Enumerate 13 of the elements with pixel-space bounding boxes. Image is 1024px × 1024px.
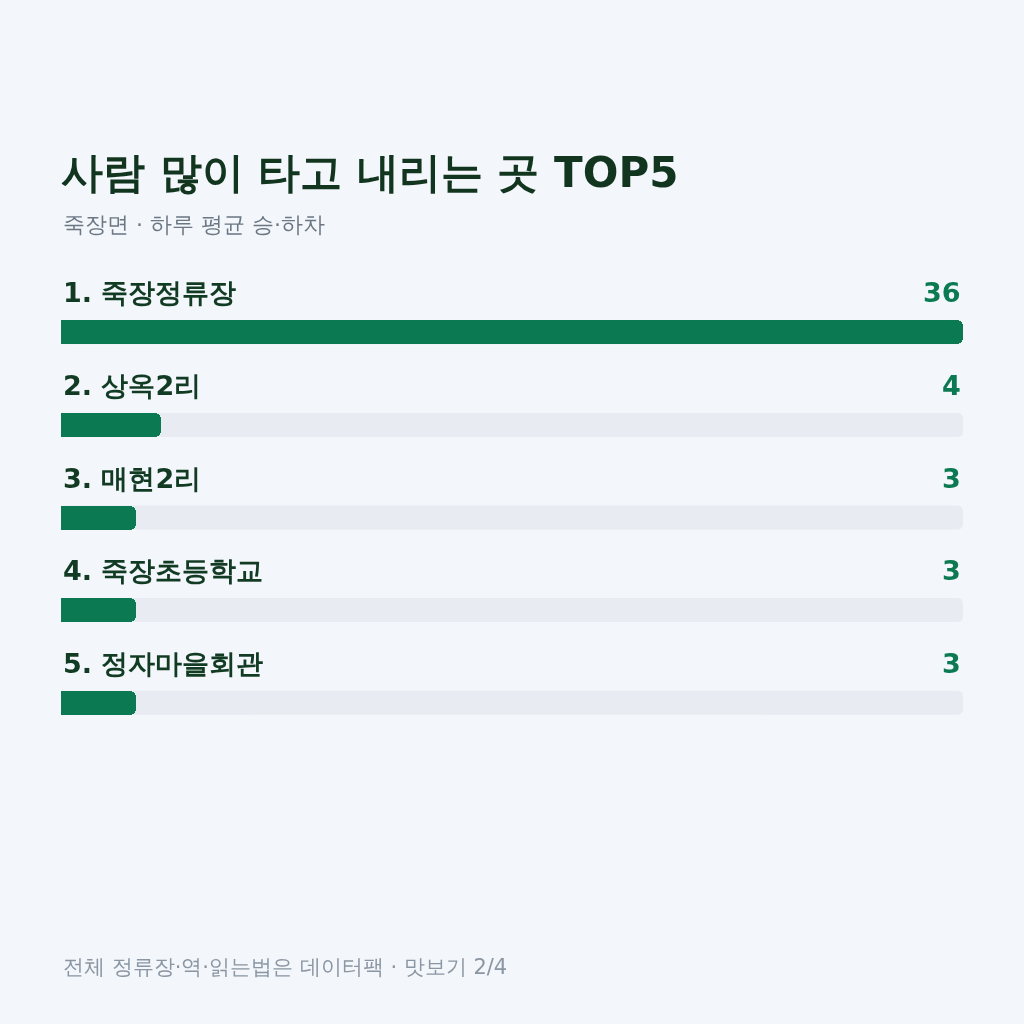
y-tick-label: 4. 죽장초등학교: [63, 555, 264, 586]
y-tick-label: 3. 매현2리: [63, 463, 202, 494]
chart-title: 사람 많이 타고 내리는 곳 TOP5: [61, 147, 679, 197]
chart-subtitle: 죽장면 · 하루 평균 승·하차: [63, 212, 325, 237]
y-tick-label: 1. 죽장정류장: [63, 277, 237, 308]
y-tick-label: 2. 상옥2리: [63, 370, 202, 401]
data-label: 3: [942, 463, 961, 494]
text: 전체 정류장·역·읽는법은 데이터팩 · 맛보기 2/4: [63, 955, 508, 979]
y-tick-label: 5. 정자마을회관: [63, 648, 264, 679]
data-label: 36: [923, 277, 961, 308]
data-label: 4: [942, 370, 961, 401]
data-label: 3: [942, 648, 961, 679]
data-label: 3: [942, 555, 961, 586]
